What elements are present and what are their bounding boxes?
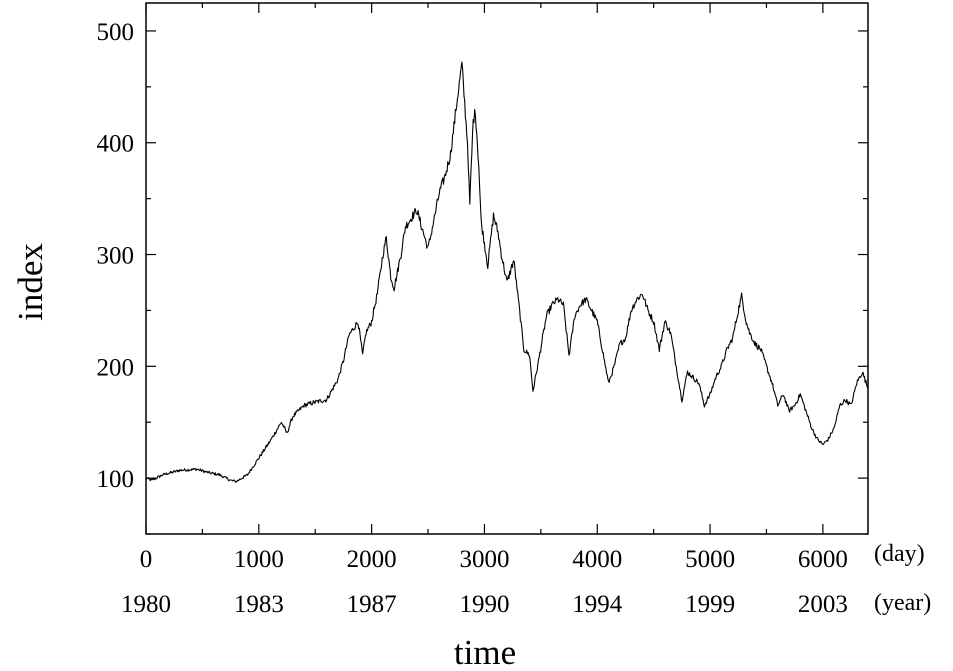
y-axis-title: index xyxy=(11,243,50,321)
x-tick-label-year: 1999 xyxy=(685,591,735,618)
x-tick-label-day: 5000 xyxy=(685,546,735,573)
x-tick-label-day: 4000 xyxy=(572,546,622,573)
series-line xyxy=(145,61,869,483)
x-tick-label-day: 3000 xyxy=(459,546,509,573)
y-tick-label: 100 xyxy=(97,466,135,493)
x-tick-label-year: 1994 xyxy=(572,591,623,618)
y-tick-label: 300 xyxy=(97,243,135,270)
x-tick-label-day: 6000 xyxy=(798,546,848,573)
y-tick-label: 500 xyxy=(97,19,135,46)
x-axis-title: time xyxy=(454,633,516,671)
x-tick-label-year: 2003 xyxy=(798,591,848,618)
x-tick-label-day: 1000 xyxy=(234,546,284,573)
x-tick-label-year: 1983 xyxy=(234,591,284,618)
x-tick-label-day: 0 xyxy=(140,546,153,573)
y-tick-label: 400 xyxy=(97,131,135,158)
x-tick-label-year: 1990 xyxy=(459,591,509,618)
x-tick-label-year: 1980 xyxy=(121,591,171,618)
y-tick-label: 200 xyxy=(97,354,135,381)
x-tick-label-day: 2000 xyxy=(347,546,397,573)
x-unit-day-label: (day) xyxy=(874,541,925,567)
plot-frame xyxy=(145,2,869,535)
x-unit-year-label: (year) xyxy=(874,590,931,616)
x-tick-label-year: 1987 xyxy=(347,591,397,618)
